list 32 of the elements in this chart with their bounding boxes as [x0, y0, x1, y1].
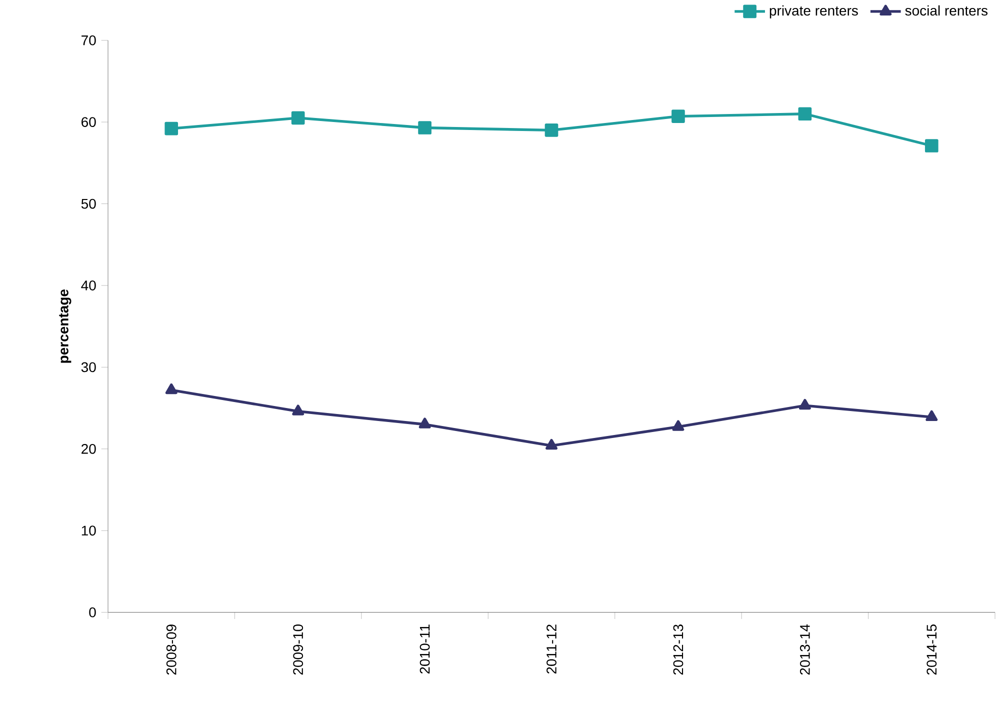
point — [672, 420, 684, 431]
x-tick-label: 2008-09 — [166, 624, 176, 674]
x-tick-label: 2014-15 — [926, 624, 937, 674]
legend-label: private renters — [770, 5, 858, 18]
y-tick-label: 0 — [89, 607, 96, 618]
y-tick-label: 70 — [82, 35, 96, 46]
y-tick-label: 40 — [81, 280, 96, 290]
y-tick-label: 30 — [81, 362, 96, 372]
point — [418, 418, 431, 428]
point — [926, 410, 938, 421]
x-tick-label: 2013-14 — [800, 624, 810, 674]
point — [546, 438, 558, 450]
point — [418, 120, 432, 134]
point — [291, 111, 305, 124]
point — [798, 107, 812, 120]
y-tick-label: 10 — [82, 526, 96, 536]
y-tick-label: 50 — [81, 198, 96, 209]
point — [544, 123, 558, 137]
point — [798, 398, 811, 410]
x-tick-label: 2010-11 — [420, 624, 430, 674]
y-tick-label: 20 — [82, 444, 96, 454]
x-tick-label: 2012-13 — [673, 624, 684, 674]
point — [924, 138, 938, 152]
point — [165, 383, 178, 394]
y-tick-label: 60 — [82, 116, 96, 127]
y-axis-title: percentage — [59, 289, 72, 363]
x-tick-label: 2009-10 — [293, 624, 304, 674]
legend-label: social renters — [905, 5, 988, 16]
point — [292, 404, 304, 416]
point — [164, 122, 178, 136]
x-tick-label: 2011-12 — [546, 624, 556, 674]
point — [672, 110, 685, 123]
